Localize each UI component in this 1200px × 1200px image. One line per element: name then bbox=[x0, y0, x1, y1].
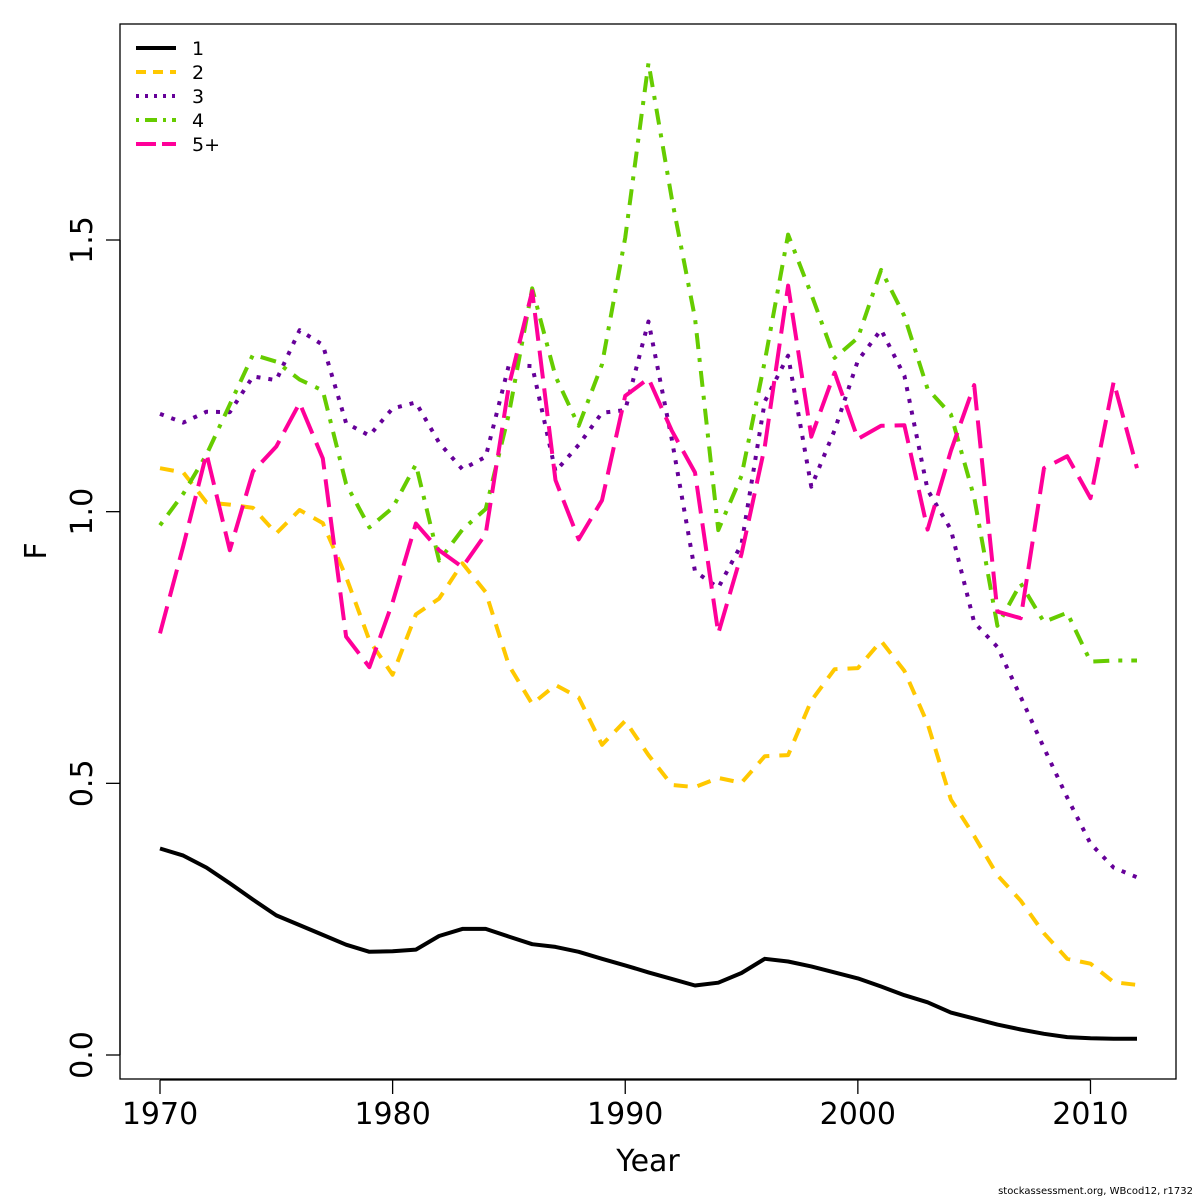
legend-label-2: 2 bbox=[192, 62, 204, 84]
legend-label-4: 4 bbox=[192, 110, 204, 132]
x-tick-label: 1990 bbox=[587, 1097, 663, 1132]
x-axis-title: Year bbox=[615, 1144, 680, 1179]
legend-label-3: 3 bbox=[192, 86, 204, 108]
x-tick-label: 1970 bbox=[122, 1097, 198, 1132]
series-line-2 bbox=[159, 466, 1138, 987]
y-tick-label: 0.0 bbox=[65, 1031, 100, 1079]
footnote: stockassessment.org, WBcod12, r1732 bbox=[998, 1186, 1193, 1197]
series-line-3 bbox=[159, 319, 1138, 880]
series-lines bbox=[158, 60, 1139, 1041]
series-line-1 bbox=[159, 846, 1137, 1041]
y-tick-label: 1.0 bbox=[65, 488, 100, 536]
x-axis: 1970 1980 1990 2000 2010 bbox=[122, 1079, 1129, 1132]
y-tick-label: 1.5 bbox=[65, 216, 100, 264]
legend-label-1: 1 bbox=[192, 38, 204, 60]
y-tick-label: 0.5 bbox=[65, 759, 100, 807]
y-axis: 0.0 0.5 1.0 1.5 bbox=[65, 216, 121, 1079]
x-tick-label: 2000 bbox=[820, 1097, 896, 1132]
y-axis-title: F bbox=[19, 542, 54, 559]
x-tick-label: 2010 bbox=[1052, 1097, 1128, 1132]
x-tick-label: 1980 bbox=[354, 1097, 430, 1132]
series-line-5 bbox=[158, 283, 1139, 670]
legend-label-5: 5+ bbox=[192, 134, 220, 156]
